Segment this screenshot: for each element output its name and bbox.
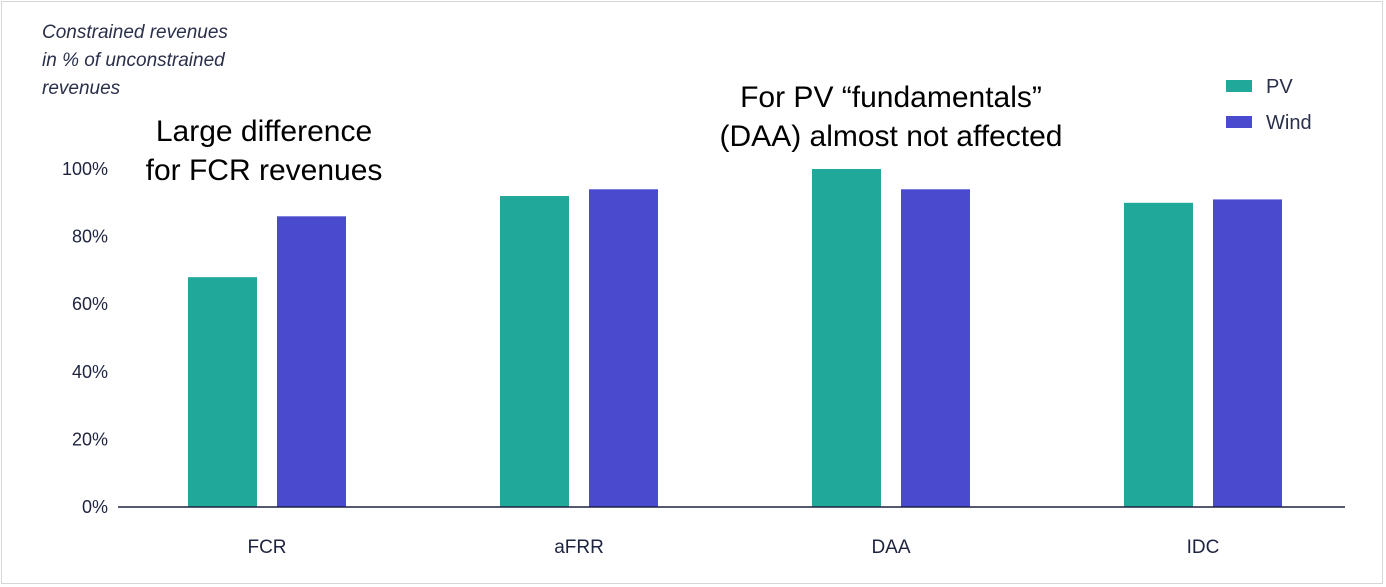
bar-wind-afrr bbox=[589, 189, 658, 507]
y-tick-label: 0% bbox=[82, 497, 108, 517]
x-category-label: IDC bbox=[1187, 537, 1220, 558]
legend-swatch-pv bbox=[1226, 80, 1252, 92]
bar-pv-daa bbox=[812, 169, 881, 507]
bar-pv-fcr bbox=[188, 277, 257, 507]
bar-wind-fcr bbox=[277, 216, 346, 507]
annotation-fcr-line-2: for FCR revenues bbox=[146, 154, 383, 187]
y-axis-ticks: 0% 20% 40% 60% 80% 100% bbox=[62, 159, 108, 517]
y-axis-title-line-2: in % of unconstrained bbox=[42, 50, 226, 71]
y-axis-title-line-1: Constrained revenues bbox=[42, 22, 228, 43]
bar-pv-idc bbox=[1124, 202, 1193, 508]
y-tick-label: 80% bbox=[72, 227, 108, 247]
legend-label-pv: PV bbox=[1266, 76, 1293, 98]
bars bbox=[188, 169, 1282, 508]
bar-wind-daa bbox=[901, 189, 970, 507]
bar-wind-idc bbox=[1213, 199, 1282, 508]
x-category-label: aFRR bbox=[554, 537, 604, 558]
legend-label-wind: Wind bbox=[1266, 112, 1312, 134]
y-tick-label: 100% bbox=[62, 159, 108, 179]
y-tick-label: 60% bbox=[72, 294, 108, 314]
legend-swatch-wind bbox=[1226, 116, 1252, 128]
annotation-daa-line-2: (DAA) almost not affected bbox=[720, 120, 1063, 153]
x-category-label: DAA bbox=[871, 537, 910, 558]
y-axis-title-line-3: revenues bbox=[42, 78, 121, 99]
y-tick-label: 20% bbox=[72, 429, 108, 449]
annotation-fcr-line-1: Large difference bbox=[156, 115, 372, 148]
bar-pv-afrr bbox=[500, 196, 569, 508]
y-tick-label: 40% bbox=[72, 362, 108, 382]
x-axis-categories: FCR aFRR DAA IDC bbox=[247, 537, 1219, 558]
x-category-label: FCR bbox=[247, 537, 286, 558]
annotation-daa-line-1: For PV “fundamentals” bbox=[740, 81, 1042, 114]
